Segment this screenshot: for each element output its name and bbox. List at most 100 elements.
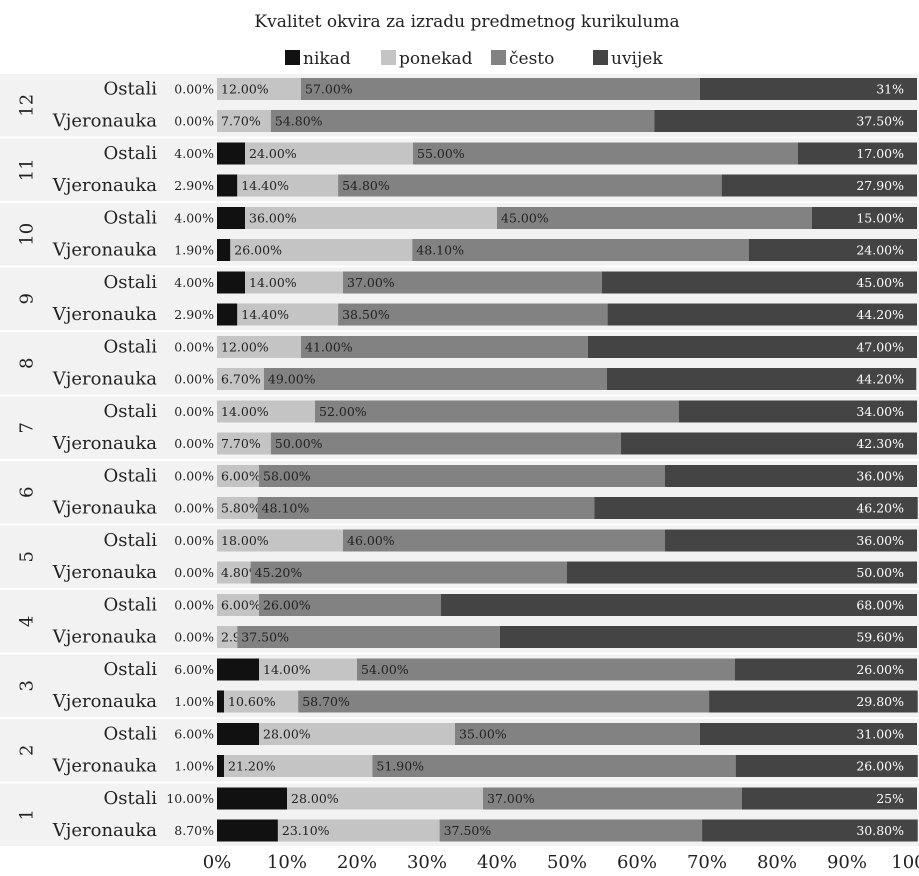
bar-segment (217, 465, 259, 487)
bar-segment (665, 529, 917, 552)
legend-swatch-2 (491, 50, 506, 65)
bar-segment (245, 142, 413, 165)
row-label: Ostali (104, 401, 158, 422)
x-tick-label: 40% (477, 852, 517, 873)
data-label: 59.60% (856, 630, 904, 645)
x-tick-label: 20% (337, 852, 377, 873)
group-label: 10 (17, 223, 38, 246)
group-label: 8 (17, 358, 38, 369)
bar-segment (287, 787, 483, 810)
group-label: 11 (17, 158, 38, 181)
legend-label-3: uvijek (611, 49, 663, 69)
data-label: 0.00% (174, 340, 214, 355)
bar-segment (735, 755, 918, 777)
data-label: 0.00% (174, 533, 214, 548)
data-label: 54.80% (275, 114, 323, 129)
data-label: 37.50% (241, 630, 289, 645)
bar-segment (245, 207, 497, 229)
data-label: 23.10% (282, 823, 330, 838)
data-label: 4.00% (174, 275, 214, 290)
legend-label-2: često (509, 49, 554, 69)
data-label: 28.00% (291, 791, 339, 806)
data-label: 1.90% (174, 243, 214, 258)
bar-segment (217, 142, 245, 165)
data-label: 5.80% (221, 501, 261, 516)
data-label: 37.00% (347, 275, 395, 290)
data-label: 68.00% (856, 598, 904, 613)
data-label: 0.00% (174, 501, 214, 516)
data-label: 14.40% (241, 307, 289, 322)
bar-segment (602, 271, 917, 294)
data-label: 26.00% (856, 662, 904, 677)
data-label: 46.20% (856, 501, 904, 516)
group-label: 3 (17, 680, 38, 691)
group-label: 7 (17, 422, 38, 433)
bar-segment (270, 432, 621, 455)
data-label: 4.00% (174, 146, 214, 161)
x-tick-label: 50% (547, 852, 587, 873)
bar-segment (412, 239, 749, 261)
row-label: Ostali (104, 208, 158, 229)
bar-segment (357, 658, 735, 681)
bar-segment (217, 529, 343, 552)
bar-segment (230, 239, 413, 261)
bar-segment (606, 368, 917, 390)
data-label: 26.00% (234, 243, 282, 258)
bar-segment (301, 78, 700, 100)
legend-swatch-0 (285, 50, 300, 65)
row-label: Ostali (104, 143, 158, 164)
x-tick-label: 80% (757, 852, 797, 873)
bar-segment (413, 142, 798, 165)
data-label: 54.00% (361, 662, 409, 677)
data-label: 2.90% (174, 307, 214, 322)
row-label: Vjeronauka (52, 175, 157, 196)
x-tick-label: 90% (827, 852, 867, 873)
bar-segment (217, 755, 224, 777)
data-label: 51.90% (376, 759, 424, 774)
data-label: 0.00% (174, 372, 214, 387)
bar-segment (237, 626, 500, 648)
data-label: 38.50% (342, 307, 390, 322)
bar-segment (259, 658, 357, 681)
data-label: 21.20% (228, 759, 276, 774)
bar-segment (483, 787, 742, 810)
data-label: 45.20% (255, 565, 303, 580)
data-label: 31.00% (856, 727, 904, 742)
bar-segment (259, 465, 665, 487)
bar-segment (217, 594, 259, 616)
data-label: 0.00% (174, 565, 214, 580)
data-label: 2.90% (174, 178, 214, 193)
data-label: 7.70% (221, 436, 261, 451)
bar-segment (217, 336, 301, 358)
bar-segment (217, 432, 271, 455)
data-label: 18.00% (221, 533, 269, 548)
bar-segment (735, 658, 917, 681)
data-label: 12.00% (221, 340, 269, 355)
row-label: Vjeronauka (52, 240, 157, 261)
bar-segment (679, 400, 917, 423)
x-tick-label: 70% (687, 852, 727, 873)
group-label: 5 (17, 551, 38, 562)
bar-segment (224, 690, 299, 713)
bar-segment (217, 207, 245, 229)
data-label: 28.00% (263, 727, 311, 742)
data-label: 6.70% (221, 372, 261, 387)
bar-segment (259, 594, 441, 616)
bar-segment (259, 723, 455, 745)
bar-segment (217, 561, 251, 584)
data-label: 52.00% (319, 404, 367, 419)
legend-swatch-1 (381, 50, 396, 65)
row-label: Ostali (104, 595, 158, 616)
bars: Ostali 0.00% 12.00% 57.00% 31% Vjeronauka 0.00… (52, 78, 918, 842)
bar-segment (455, 723, 700, 745)
bar-segment (343, 271, 602, 294)
data-label: 0.00% (174, 114, 214, 129)
row-label: Vjeronauka (52, 562, 157, 583)
data-label: 0.00% (174, 469, 214, 484)
bar-segment (277, 819, 440, 842)
data-label: 12.00% (221, 82, 269, 97)
group-label: 9 (17, 293, 38, 304)
data-label: 24.00% (856, 243, 904, 258)
x-tick-label: 60% (617, 852, 657, 873)
